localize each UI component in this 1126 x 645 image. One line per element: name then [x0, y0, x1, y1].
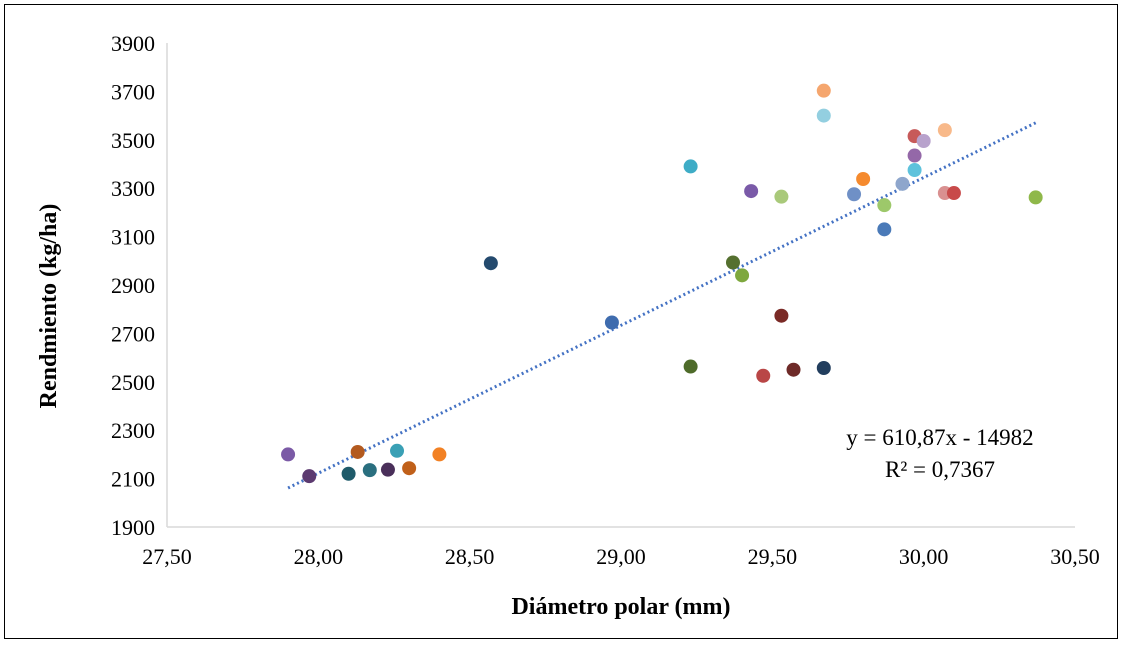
y-tick-label: 2100: [111, 467, 155, 492]
data-point: [483, 256, 498, 271]
y-tick-label: 3100: [111, 225, 155, 250]
data-point: [735, 268, 750, 283]
data-point: [744, 184, 759, 199]
y-tick-label: 2500: [111, 370, 155, 395]
y-tick-label: 3900: [111, 31, 155, 56]
data-point: [302, 469, 317, 484]
y-tick-label: 1900: [111, 515, 155, 540]
data-point: [937, 123, 952, 138]
data-point: [402, 461, 417, 476]
data-point: [774, 308, 789, 323]
y-tick-label: 2300: [111, 418, 155, 443]
y-tick-label: 2700: [111, 321, 155, 346]
data-point: [847, 187, 862, 202]
data-point: [683, 159, 698, 174]
axes: [166, 43, 1075, 528]
chart-frame: [4, 4, 1118, 639]
x-axis-title: Diámetro polar (mm): [511, 594, 730, 620]
data-point: [390, 443, 405, 458]
data-point: [907, 163, 922, 178]
data-point: [877, 222, 892, 237]
data-point: [1028, 190, 1043, 205]
data-points: [281, 83, 1043, 484]
y-axis-title: Rendmiento (kg/ha): [36, 204, 62, 409]
x-tick-label: 28,00: [294, 544, 344, 569]
x-tick-labels: 27,50 28,00 28,50 29,00 29,50 30,00 30,50: [142, 544, 1100, 569]
x-tick-label: 29,50: [748, 544, 798, 569]
x-tick-label: 30,00: [899, 544, 949, 569]
equation-label: y = 610,87x - 14982: [846, 425, 1033, 450]
data-point: [816, 83, 831, 98]
data-point: [916, 134, 931, 149]
data-point: [683, 359, 698, 374]
r-squared-label: R² = 0,7367: [885, 457, 995, 482]
data-point: [725, 255, 740, 270]
y-tick-label: 3500: [111, 128, 155, 153]
y-tick-labels: 1900 2100 2300 2500 2700 2900 3100 3300 3500 3700…: [111, 31, 155, 540]
x-tick-label: 30,50: [1050, 544, 1100, 569]
data-point: [281, 447, 296, 462]
data-point: [756, 368, 771, 383]
data-point: [380, 462, 395, 477]
x-tick-label: 27,50: [142, 544, 192, 569]
trendline-group: [287, 121, 1037, 490]
data-point: [856, 172, 871, 187]
data-point: [432, 447, 447, 462]
data-point: [786, 362, 801, 377]
data-point: [774, 189, 789, 204]
data-point: [877, 198, 892, 213]
y-tick-label: 3300: [111, 176, 155, 201]
data-point: [946, 186, 961, 201]
data-point: [816, 361, 831, 376]
data-point: [907, 148, 922, 163]
x-tick-label: 29,00: [596, 544, 646, 569]
trendline: [287, 121, 1037, 490]
data-point: [816, 108, 831, 123]
x-tick-label: 28,50: [445, 544, 495, 569]
data-point: [350, 444, 365, 459]
data-point: [895, 176, 910, 191]
y-tick-label: 3700: [111, 79, 155, 104]
data-point: [604, 315, 619, 330]
data-point: [362, 463, 377, 478]
y-tick-label: 2900: [111, 273, 155, 298]
data-point: [341, 466, 356, 481]
